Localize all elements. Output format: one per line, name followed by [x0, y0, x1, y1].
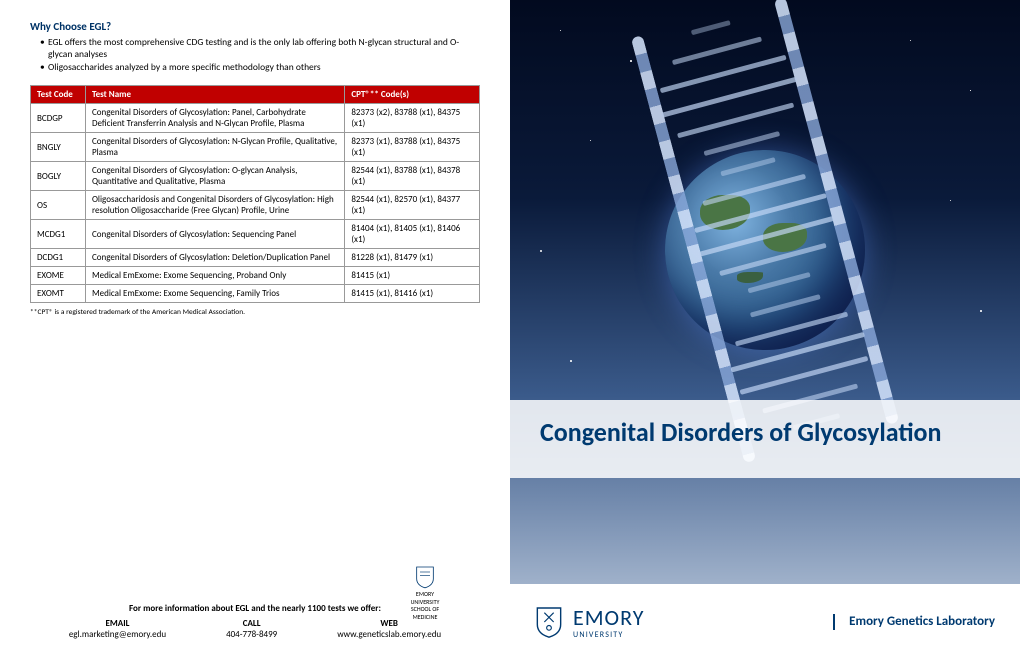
table-row: BOGLYCongenital Disorders of Glycosylati…: [31, 162, 480, 191]
col-header-name: Test Name: [85, 86, 344, 104]
table-cell: BOGLY: [31, 162, 86, 191]
table-header-row: Test Code Test Name CPT®** Code(s): [31, 86, 480, 104]
table-cell: 81228 (x1), 81479 (x1): [345, 249, 480, 267]
contact-web: WEB www.geneticslab.emory.edu: [337, 618, 441, 640]
main-title: Congenital Disorders of Glycosylation: [540, 418, 990, 448]
why-title: Why Choose EGL?: [30, 20, 480, 33]
table-cell: BCDGP: [31, 104, 86, 133]
table-cell: 81404 (x1), 81405 (x1), 81406 (x1): [345, 220, 480, 249]
table-row: OSOligosaccharidosis and Congenital Diso…: [31, 191, 480, 220]
table-cell: 82373 (x2), 83788 (x1), 84375 (x1): [345, 104, 480, 133]
col-header-code: Test Code: [31, 86, 86, 104]
emory-name: EMORY: [573, 604, 644, 631]
contact-value: egl.marketing@emory.edu: [69, 629, 166, 640]
contact-call: CALL 404-778-8499: [226, 618, 277, 640]
table-cell: Congenital Disorders of Glycosylation: O…: [85, 162, 344, 191]
table-cell: 82544 (x1), 82570 (x1), 84377 (x1): [345, 191, 480, 220]
table-cell: Congenital Disorders of Glycosylation: P…: [85, 104, 344, 133]
bullet-item: EGL offers the most comprehensive CDG te…: [40, 36, 480, 61]
table-cell: 81415 (x1), 81416 (x1): [345, 285, 480, 303]
shield-icon: [535, 605, 563, 639]
bullet-item: Oligosaccharides analyzed by a more spec…: [40, 61, 480, 73]
table-row: EXOMTMedical EmExome: Exome Sequencing, …: [31, 285, 480, 303]
table-cell: MCDG1: [31, 220, 86, 249]
logo-line3: SCHOOL OF: [411, 606, 439, 612]
table-cell: 81415 (x1): [345, 267, 480, 285]
table-cell: EXOME: [31, 267, 86, 285]
contact-row: EMAIL egl.marketing@emory.edu CALL 404-7…: [30, 618, 480, 640]
left-panel: Why Choose EGL? EGL offers the most comp…: [0, 0, 510, 660]
shield-icon: [415, 565, 435, 589]
table-cell: Oligosaccharidosis and Congenital Disord…: [85, 191, 344, 220]
emory-university: UNIVERSITY: [573, 631, 644, 640]
title-box: Congenital Disorders of Glycosylation: [510, 400, 1020, 478]
contact-label: EMAIL: [69, 618, 166, 629]
contact-label: CALL: [226, 618, 277, 629]
table-cell: OS: [31, 191, 86, 220]
emory-logo-block: EMORY UNIVERSITY: [535, 604, 644, 640]
small-emory-logo: EMORY UNIVERSITY SCHOOL OF MEDICINE: [400, 565, 450, 620]
right-panel: Congenital Disorders of Glycosylation EM…: [510, 0, 1020, 660]
contact-value: www.geneticslab.emory.edu: [337, 629, 441, 640]
table-row: EXOMEMedical EmExome: Exome Sequencing, …: [31, 267, 480, 285]
cpt-footnote: **CPT® is a registered trademark of the …: [30, 308, 480, 317]
table-cell: Medical EmExome: Exome Sequencing, Famil…: [85, 285, 344, 303]
why-bullets: EGL offers the most comprehensive CDG te…: [30, 36, 480, 73]
table-cell: Congenital Disorders of Glycosylation: N…: [85, 133, 344, 162]
logo-line4: MEDICINE: [413, 614, 438, 620]
contact-email: EMAIL egl.marketing@emory.edu: [69, 618, 166, 640]
table-cell: BNGLY: [31, 133, 86, 162]
table-cell: Congenital Disorders of Glycosylation: S…: [85, 220, 344, 249]
logo-bar: EMORY UNIVERSITY Emory Genetics Laborato…: [510, 584, 1020, 660]
table-cell: 82544 (x1), 83788 (x1), 84378 (x1): [345, 162, 480, 191]
table-cell: EXOMT: [31, 285, 86, 303]
logo-line1: EMORY: [416, 591, 434, 597]
table-row: MCDG1Congenital Disorders of Glycosylati…: [31, 220, 480, 249]
table-cell: DCDG1: [31, 249, 86, 267]
table-row: BNGLYCongenital Disorders of Glycosylati…: [31, 133, 480, 162]
table-cell: Medical EmExome: Exome Sequencing, Proba…: [85, 267, 344, 285]
table-cell: Congenital Disorders of Glycosylation: D…: [85, 249, 344, 267]
table-row: DCDG1Congenital Disorders of Glycosylati…: [31, 249, 480, 267]
table-cell: 82373 (x1), 83788 (x1), 84375 (x1): [345, 133, 480, 162]
contact-value: 404-778-8499: [226, 629, 277, 640]
table-row: BCDGPCongenital Disorders of Glycosylati…: [31, 104, 480, 133]
test-table: Test Code Test Name CPT®** Code(s) BCDGP…: [30, 85, 480, 303]
col-header-cpt: CPT®** Code(s): [345, 86, 480, 104]
contact-section: For more information about EGL and the n…: [30, 603, 480, 640]
lab-name: Emory Genetics Laboratory: [833, 614, 995, 630]
